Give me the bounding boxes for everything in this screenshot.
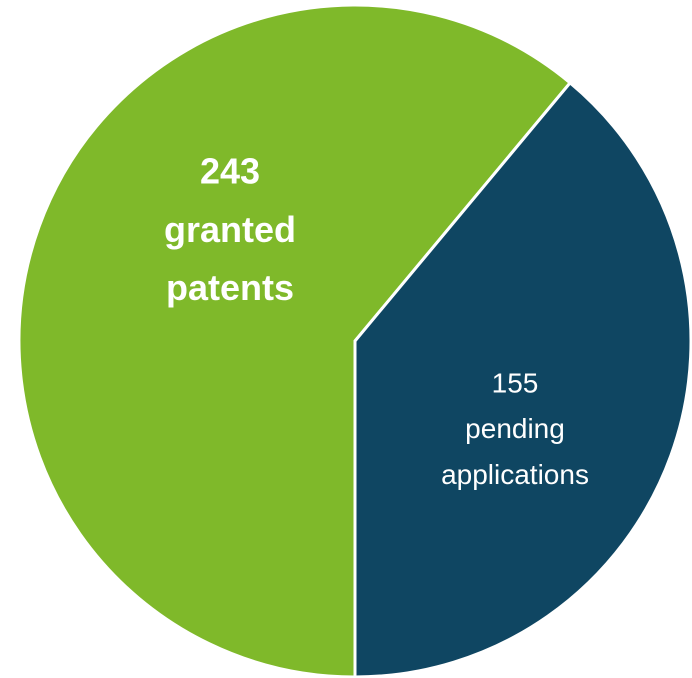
slice-label: 243 granted patents — [164, 151, 296, 308]
slice-category: granted patents — [164, 209, 296, 308]
pie-slice — [353, 80, 692, 678]
pie-slice — [17, 3, 573, 678]
slice-label: 155 pending applications — [441, 367, 589, 490]
slice-value: 155 — [492, 367, 539, 398]
slice-category: pending applications — [441, 413, 589, 490]
slice-value: 243 — [200, 151, 260, 192]
